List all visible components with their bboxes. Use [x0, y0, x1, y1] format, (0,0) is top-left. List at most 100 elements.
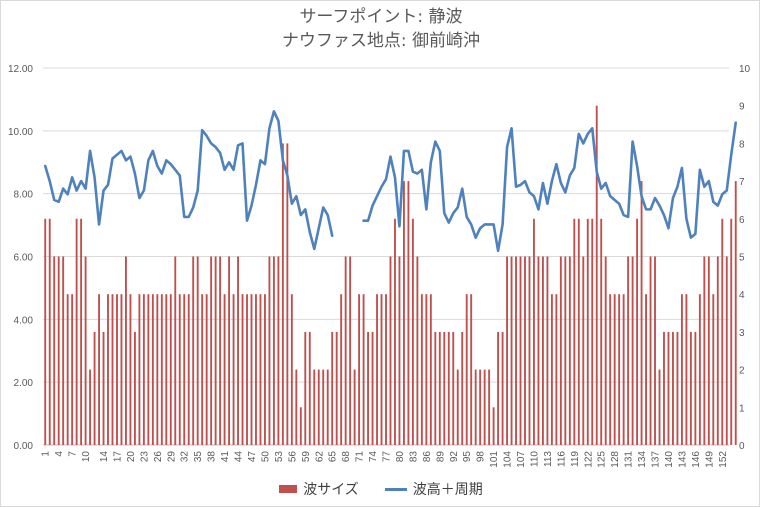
x-tick-label: 107 [516, 451, 527, 468]
bar [263, 294, 266, 445]
x-tick-label: 41 [220, 451, 231, 463]
x-tick-label: 10 [81, 451, 92, 463]
legend-swatch-bar [279, 485, 298, 493]
x-tick-label: 146 [691, 451, 702, 468]
bar [84, 256, 87, 445]
bar [107, 294, 109, 445]
bar [658, 369, 661, 445]
bar [595, 105, 598, 445]
y-right-tick-label: 2 [739, 366, 745, 377]
bar [541, 256, 544, 445]
bar [537, 256, 540, 445]
bar [380, 294, 383, 445]
legend-label-bar: 波サイズ [303, 482, 359, 498]
bar [685, 294, 688, 445]
y-right-tick-label: 8 [739, 139, 745, 150]
bar [299, 407, 302, 445]
x-tick-label: 128 [610, 451, 621, 468]
bar [178, 294, 181, 445]
bar [402, 181, 405, 445]
x-tick-label: 116 [556, 451, 567, 467]
bar [241, 294, 244, 445]
bar [712, 294, 715, 445]
x-tick-label: 59 [301, 451, 312, 463]
bar [129, 294, 132, 445]
bar [407, 181, 410, 445]
x-tick-label: 29 [166, 451, 177, 463]
bar [295, 369, 298, 445]
x-tick-label: 80 [395, 451, 406, 463]
bar [98, 294, 100, 445]
bar [465, 294, 468, 445]
bar [672, 331, 674, 445]
chart-title: サーフポイント: 静波 [299, 7, 463, 27]
bar [201, 294, 204, 445]
x-tick-label: 104 [503, 451, 514, 468]
x-tick-label: 86 [422, 451, 433, 463]
x-tick-label: 65 [328, 451, 339, 463]
bar [147, 294, 150, 445]
bar [313, 369, 316, 445]
y-right-tick-label: 10 [739, 64, 751, 75]
bar [326, 369, 329, 445]
bar [111, 294, 114, 445]
x-tick-label: 122 [583, 451, 594, 468]
bar [438, 331, 441, 445]
bar [456, 369, 459, 445]
bar [524, 256, 526, 445]
x-tick-label: 95 [462, 451, 473, 463]
x-tick-label: 119 [570, 451, 581, 467]
bar [331, 331, 334, 445]
bar [492, 407, 495, 445]
bar [716, 256, 719, 445]
bar [734, 181, 737, 445]
x-tick-label: 44 [234, 451, 245, 463]
bar [694, 331, 697, 445]
bar [707, 256, 710, 445]
bar [133, 331, 136, 445]
bar [470, 294, 473, 445]
bar [169, 294, 172, 445]
x-tick-label: 68 [341, 451, 352, 463]
bar [618, 294, 621, 445]
bar [394, 218, 396, 445]
x-tick-label: 134 [637, 451, 648, 468]
bar [210, 256, 213, 445]
bar [151, 294, 154, 445]
bar [721, 218, 724, 445]
bar [698, 294, 701, 445]
bar [174, 256, 177, 445]
bar [268, 256, 271, 445]
x-tick-label: 14 [99, 451, 110, 463]
bar [663, 331, 665, 445]
bar [568, 256, 571, 445]
bar [550, 294, 553, 445]
bar [165, 294, 168, 445]
bar [237, 256, 239, 445]
bar [528, 256, 531, 445]
bar [349, 256, 352, 445]
bar [389, 256, 392, 445]
bar [317, 369, 320, 445]
x-tick-label: 125 [597, 451, 608, 468]
bar [591, 218, 594, 445]
legend: 波サイズ 波高＋周期 [1, 479, 759, 499]
y-right-tick-label: 3 [739, 328, 745, 339]
bar [385, 294, 387, 445]
legend-swatch-line [384, 487, 407, 491]
bar [582, 256, 585, 445]
bar [66, 294, 69, 445]
bar [555, 294, 558, 445]
bar [474, 369, 477, 445]
bar [730, 218, 733, 445]
bar [196, 256, 199, 445]
bar [80, 218, 83, 445]
bar [640, 181, 643, 445]
bar [689, 331, 692, 445]
bar [515, 256, 517, 445]
bar [192, 256, 195, 445]
bar [71, 294, 74, 445]
bar [479, 369, 482, 445]
x-tick-label: 17 [112, 451, 123, 463]
x-tick-label: 56 [287, 451, 298, 463]
